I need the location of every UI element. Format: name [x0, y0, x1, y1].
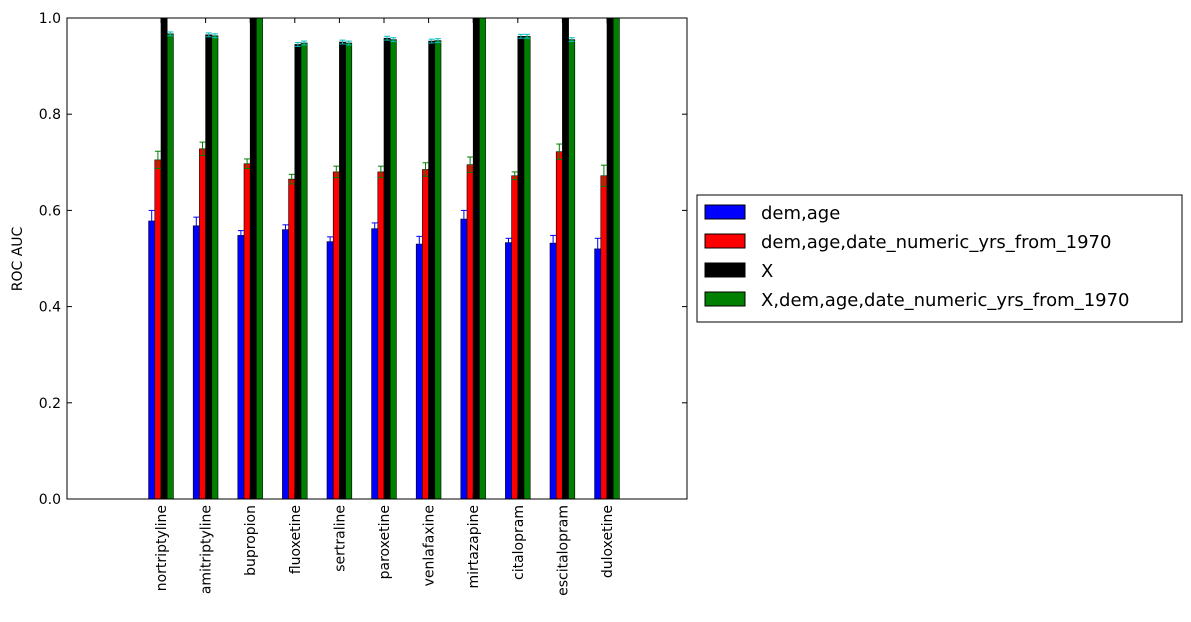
x-tick-label: mirtazapine — [466, 505, 482, 589]
bar — [243, 163, 251, 500]
legend: dem,age dem,age,date_numeric_yrs_from_197… — [696, 194, 1183, 323]
bar — [332, 171, 340, 500]
bar — [345, 42, 353, 500]
legend-label: dem,age,date_numeric_yrs_from_1970 — [761, 232, 1111, 253]
bar — [460, 218, 468, 500]
x-tick-label: amitriptyline — [199, 505, 215, 594]
x-tick-label: paroxetine — [377, 505, 393, 579]
x-tick-label: sertraline — [332, 505, 348, 572]
bar — [377, 171, 385, 500]
legend-swatch — [704, 262, 746, 278]
bar — [166, 33, 174, 500]
y-tick-label: 0.4 — [39, 300, 61, 316]
legend-swatch — [704, 204, 746, 220]
y-axis: 0.0 0.2 0.4 0.6 0.8 1.0 — [39, 11, 687, 508]
bar — [148, 220, 156, 500]
bar — [205, 34, 213, 500]
bar — [422, 169, 429, 500]
bar — [434, 40, 442, 500]
bar — [326, 241, 334, 500]
bar — [466, 164, 474, 500]
bar — [428, 40, 436, 500]
bar — [505, 242, 512, 500]
y-tick-label: 0.0 — [39, 492, 61, 508]
bar — [594, 248, 602, 500]
bar — [256, 17, 263, 500]
y-tick-label: 0.8 — [39, 107, 61, 123]
legend-label: X — [761, 261, 773, 282]
bar — [211, 35, 219, 500]
bar — [237, 235, 245, 500]
bar — [160, 17, 168, 500]
x-tick-label: nortriptyline — [154, 505, 170, 591]
legend-label: X,dem,age,date_numeric_yrs_from_1970 — [761, 290, 1130, 311]
bar — [562, 17, 569, 500]
bar — [249, 17, 257, 500]
bar — [479, 17, 486, 500]
x-axis: nortriptyline amitriptyline bupropion fluox… — [154, 18, 616, 596]
bar — [300, 42, 308, 500]
bar — [549, 242, 557, 500]
bar — [389, 39, 397, 500]
x-tick-label: fluoxetine — [288, 505, 304, 574]
bar — [371, 228, 379, 500]
bar — [511, 175, 519, 500]
x-tick-label: duloxetine — [600, 505, 616, 578]
x-tick-label: venlafaxine — [422, 505, 438, 586]
bar — [472, 17, 480, 500]
bar — [192, 225, 200, 500]
legend-swatch — [704, 291, 746, 307]
x-tick-label: escitalopram — [555, 505, 571, 596]
legend-frame — [696, 194, 1183, 323]
bar — [415, 243, 423, 500]
bar — [294, 44, 302, 500]
bar — [612, 17, 620, 500]
bar — [555, 151, 563, 500]
y-tick-label: 1.0 — [39, 11, 61, 27]
bar-layer — [148, 17, 620, 500]
bar — [568, 39, 576, 500]
bar — [199, 148, 206, 500]
x-tick-label: citalopram — [511, 505, 527, 580]
bar — [288, 178, 296, 500]
bar — [606, 17, 614, 500]
legend-label: dem,age — [761, 203, 840, 224]
error-bar-layer — [148, 31, 607, 260]
bar — [600, 175, 608, 500]
bar — [383, 37, 391, 500]
y-tick-label: 0.2 — [39, 396, 61, 412]
bar — [154, 159, 162, 500]
bar — [282, 229, 289, 500]
bar — [339, 41, 346, 500]
plot-frame — [66, 17, 688, 500]
bar — [523, 35, 531, 500]
bar — [517, 35, 525, 500]
legend-swatch — [704, 233, 746, 249]
y-tick-label: 0.6 — [39, 203, 61, 219]
x-tick-label: bupropion — [243, 505, 259, 576]
y-axis-label: ROC AUC — [10, 226, 26, 291]
